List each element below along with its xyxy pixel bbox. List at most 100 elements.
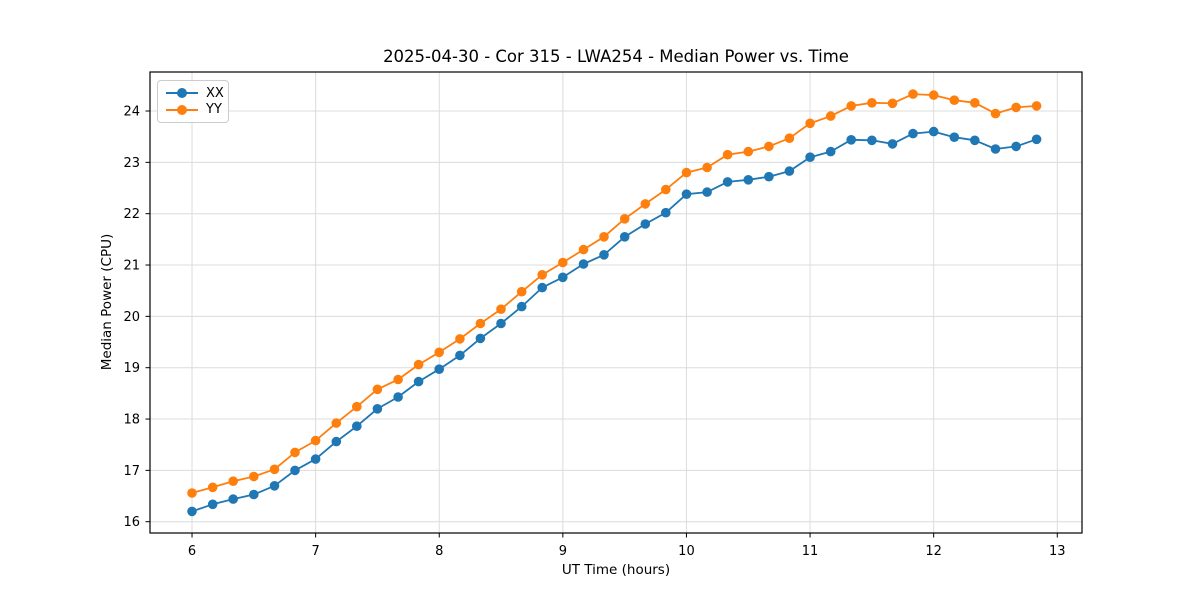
data-point-yy xyxy=(228,476,238,487)
data-point-yy xyxy=(619,214,630,224)
data-point-xx xyxy=(928,126,939,137)
data-point-yy xyxy=(578,244,589,255)
data-point-yy xyxy=(887,98,898,109)
data-point-yy xyxy=(867,98,877,108)
data-point-xx xyxy=(702,187,712,197)
data-point-xx xyxy=(352,421,362,432)
data-point-yy xyxy=(722,149,733,160)
x-tick-label: 12 xyxy=(925,544,942,559)
x-tick-label: 6 xyxy=(188,544,196,559)
data-point-xx xyxy=(867,135,877,146)
data-point-xx xyxy=(908,128,918,139)
series-line-xx xyxy=(191,130,1037,513)
x-axis-label: UT Time (hours) xyxy=(561,562,671,578)
data-point-yy xyxy=(249,471,259,482)
y-tick-label: 24 xyxy=(123,105,140,120)
legend: XX YY xyxy=(157,80,229,123)
data-point-yy xyxy=(743,146,754,157)
data-point-xx xyxy=(784,166,795,176)
data-point-xx xyxy=(805,152,815,162)
data-point-yy xyxy=(207,482,218,493)
data-point-xx xyxy=(187,506,197,517)
data-point-xx xyxy=(846,135,856,145)
x-tick-label: 10 xyxy=(678,544,695,559)
data-point-xx xyxy=(455,350,465,361)
data-point-yy xyxy=(352,401,362,412)
legend-item-yy: YY xyxy=(166,102,222,118)
legend-marker-yy xyxy=(177,104,187,115)
data-point-yy xyxy=(949,95,960,105)
data-point-yy xyxy=(434,347,445,358)
data-point-yy xyxy=(702,162,712,173)
data-point-yy xyxy=(599,232,609,242)
chart-title: 2025-04-30 - Cor 315 - LWA254 - Median P… xyxy=(383,47,849,66)
data-point-yy xyxy=(537,270,547,280)
data-point-yy xyxy=(805,118,815,129)
y-tick-label: 18 xyxy=(123,413,140,428)
data-point-yy xyxy=(681,167,692,178)
data-point-xx xyxy=(990,144,1001,154)
data-point-xx xyxy=(475,333,486,344)
data-point-xx xyxy=(764,171,774,182)
data-point-xx xyxy=(619,232,630,242)
data-point-xx xyxy=(249,489,259,500)
data-point-xx xyxy=(599,250,609,260)
y-tick-label: 20 xyxy=(123,310,140,325)
data-point-xx xyxy=(970,135,980,146)
legend-line-sample-xx xyxy=(166,88,198,99)
data-point-yy xyxy=(661,184,671,195)
x-tick-label: 13 xyxy=(1049,544,1066,559)
data-point-yy xyxy=(290,447,300,458)
data-point-yy xyxy=(372,384,383,395)
y-tick-label: 17 xyxy=(123,464,140,479)
data-point-yy xyxy=(784,133,795,143)
data-point-xx xyxy=(269,481,280,491)
data-point-yy xyxy=(455,334,465,344)
data-point-xx xyxy=(825,146,836,157)
data-point-xx xyxy=(537,282,547,293)
y-tick-label: 19 xyxy=(123,361,140,376)
data-point-xx xyxy=(661,207,671,218)
data-point-yy xyxy=(846,101,856,111)
data-point-yy xyxy=(1031,101,1042,111)
y-tick-label: 22 xyxy=(123,207,140,222)
data-point-xx xyxy=(949,132,960,142)
y-tick-label: 23 xyxy=(123,156,140,171)
data-point-xx xyxy=(434,364,445,375)
data-point-xx xyxy=(681,189,692,199)
x-tick-label: 9 xyxy=(559,544,567,559)
y-axis-label: Median Power (CPU) xyxy=(99,233,115,371)
data-point-yy xyxy=(990,108,1001,119)
data-point-xx xyxy=(1011,141,1021,152)
legend-label-xx: XX xyxy=(206,85,224,101)
x-tick-label: 8 xyxy=(435,544,443,559)
data-point-xx xyxy=(372,404,383,414)
data-point-xx xyxy=(331,436,342,447)
legend-item-xx: XX xyxy=(166,87,224,100)
data-point-yy xyxy=(413,359,424,370)
data-point-yy xyxy=(516,286,527,297)
data-point-yy xyxy=(496,304,506,315)
y-tick-label: 21 xyxy=(123,259,140,274)
data-point-yy xyxy=(825,111,836,121)
x-tick-label: 11 xyxy=(802,544,819,559)
data-point-yy xyxy=(640,199,651,209)
legend-marker-xx xyxy=(177,88,187,99)
data-point-xx xyxy=(228,494,238,504)
data-point-yy xyxy=(928,90,939,100)
data-point-yy xyxy=(764,141,774,152)
x-tick-label: 7 xyxy=(311,544,319,559)
data-point-yy xyxy=(393,374,403,385)
data-point-yy xyxy=(908,89,918,99)
data-point-yy xyxy=(331,418,342,428)
data-point-xx xyxy=(310,454,321,464)
data-point-xx xyxy=(558,272,568,283)
data-point-yy xyxy=(475,318,486,329)
data-point-xx xyxy=(496,318,506,329)
data-point-yy xyxy=(187,488,197,498)
data-point-xx xyxy=(578,259,589,269)
legend-line-sample-yy xyxy=(166,104,198,115)
data-point-xx xyxy=(887,139,898,149)
legend-label-yy: YY xyxy=(206,102,222,118)
